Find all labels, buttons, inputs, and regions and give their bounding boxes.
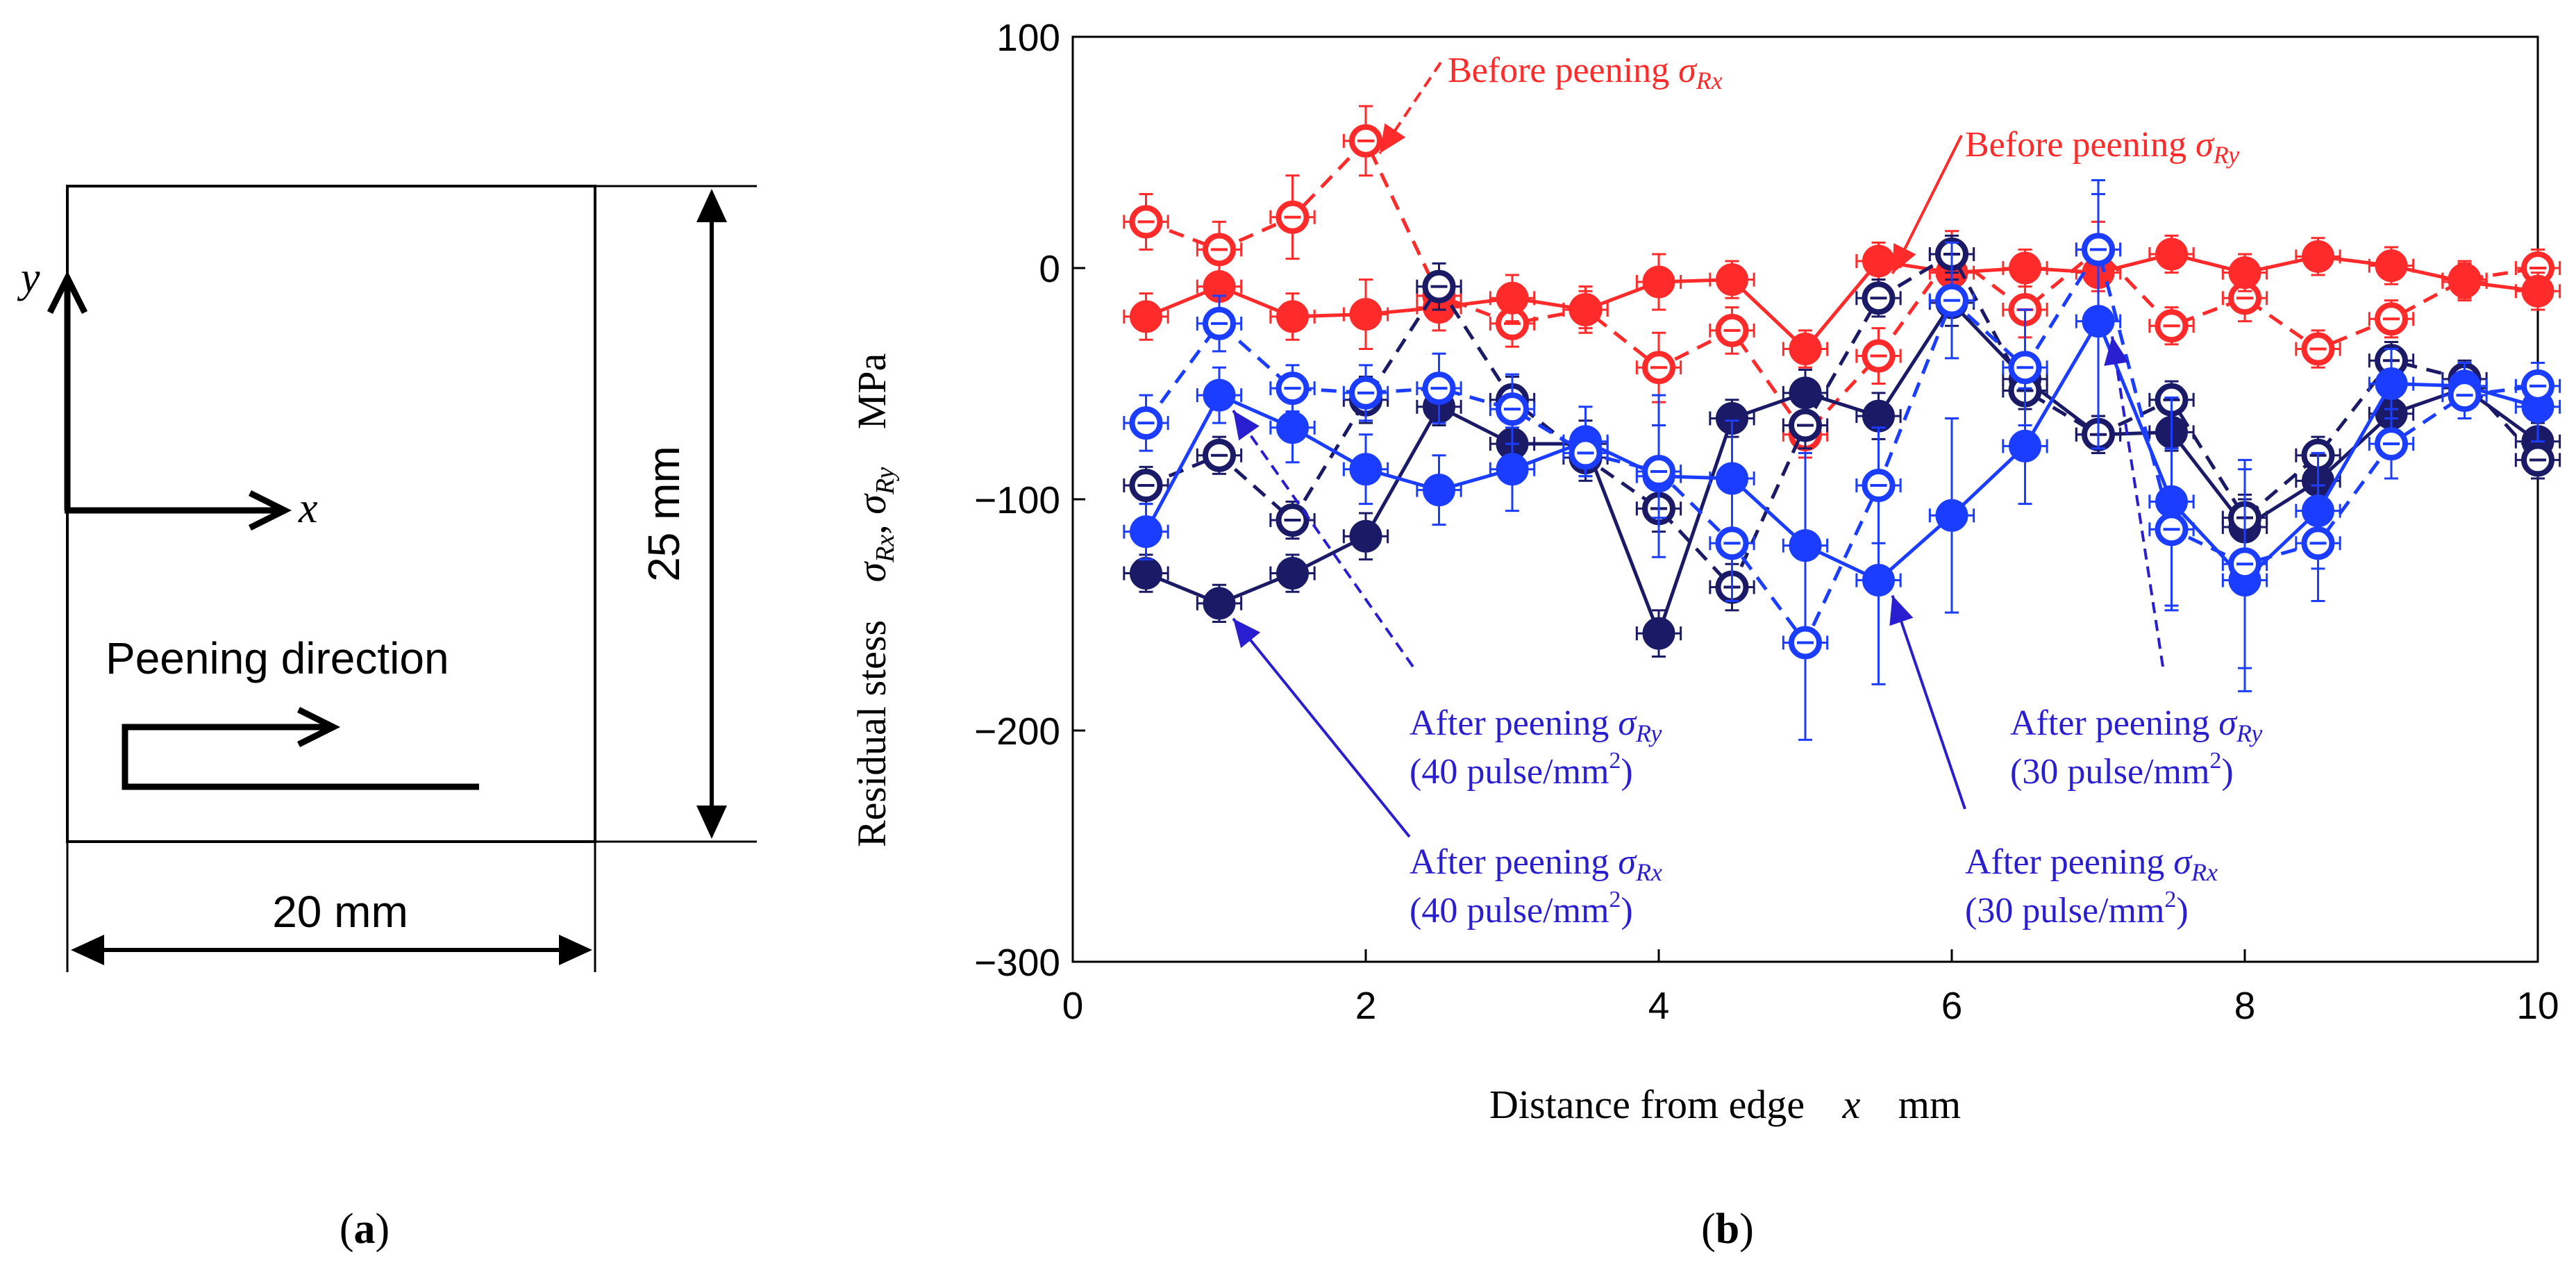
data-point: [1130, 557, 1162, 590]
annotation-arrow-line: [1232, 410, 1414, 668]
annotation-arrow-line: [2111, 336, 2164, 667]
annotation-label: After peening σRx: [1410, 842, 1662, 886]
height-dimension-arrow-bottom: [696, 806, 727, 839]
data-point: [1716, 263, 1748, 297]
data-point: [2521, 274, 2554, 308]
data-point: [1642, 617, 1675, 650]
data-point: [1130, 300, 1162, 333]
data-point: [2009, 429, 2041, 462]
data-point: [1276, 411, 1309, 444]
y-tick-label: 0: [1039, 247, 1060, 290]
annotation-label-line2: (40 pulse/mm2): [1410, 748, 1633, 792]
data-point: [1569, 293, 1602, 326]
annotation-label: Before peening σRy: [1965, 125, 2239, 169]
annotation-after40_ry: After peening σRy(40 pulse/mm2): [1232, 410, 1662, 792]
series-1: [1123, 234, 2561, 369]
y-tick-label: −300: [974, 941, 1060, 984]
annotation-before_rx: Before peening σRx: [1378, 51, 1723, 154]
x-tick-label: 2: [1355, 984, 1377, 1027]
width-label: 20 mm: [272, 887, 408, 937]
data-point: [1349, 298, 1382, 331]
panel-b-label: (b): [1701, 1206, 1754, 1253]
data-point: [1642, 265, 1675, 299]
y-axis-arrowhead: [47, 270, 88, 315]
y-tick-label: −200: [974, 710, 1060, 753]
annotation-arrowhead: [1892, 243, 1916, 274]
annotation-label: After peening σRx: [1965, 842, 2218, 886]
width-dimension-arrow-right: [559, 935, 592, 965]
data-point: [1276, 557, 1309, 590]
series-layer: [1123, 105, 2561, 741]
annotation-arrowhead: [1380, 123, 1406, 153]
axis-ticks: 0 2 4 6 8 10 100 0 −100 −200 −300: [974, 16, 2559, 1027]
x-tick-label: 6: [1941, 984, 1963, 1027]
data-point: [2448, 265, 2481, 299]
data-point: [1349, 453, 1382, 486]
annotation-arrowhead: [1889, 595, 1914, 626]
annotation-after30_rx: After peening σRx(30 pulse/mm2): [1889, 594, 2218, 931]
peening-path-arrowhead: [296, 706, 341, 748]
y-tick-label: 100: [996, 16, 1060, 59]
data-point: [2375, 249, 2408, 283]
y-axis-label: y: [17, 254, 40, 301]
data-point: [1423, 474, 1455, 507]
data-point: [2228, 256, 2261, 290]
annotation-label: After peening σRy: [2010, 703, 2262, 747]
data-point: [1203, 378, 1236, 412]
annotation-label-line2: (30 pulse/mm2): [1965, 887, 2189, 931]
data-point: [2009, 251, 2041, 285]
data-point: [1935, 499, 1968, 532]
annotation-label: Before peening σRx: [1448, 51, 1723, 94]
y-tick-label: −100: [974, 478, 1060, 522]
annotation-label-line2: (40 pulse/mm2): [1410, 887, 1633, 931]
annotation-arrow-line: [1232, 617, 1411, 838]
annotation-arrow-line: [1891, 594, 1966, 810]
x-tick-label: 8: [2234, 984, 2256, 1027]
specimen-rectangle: [66, 185, 596, 843]
data-point: [1789, 333, 1822, 366]
residual-stress-chart: 0 2 4 6 8 10 100 0 −100 −200 −300 Before peening σ…: [849, 16, 2561, 1127]
data-point: [1862, 564, 1895, 597]
data-point: [2155, 237, 2188, 271]
x-tick-label: 0: [1062, 984, 1084, 1027]
x-axis-label: x: [298, 485, 318, 532]
data-point: [2375, 367, 2408, 400]
x-tick-label: 4: [1648, 984, 1670, 1027]
panel-a-label: (a): [340, 1206, 390, 1253]
panel-a-diagram: y x Peening direction 25 mm 20 mm: [17, 185, 757, 972]
data-point: [1130, 515, 1162, 549]
width-dimension-arrow-left: [71, 935, 104, 965]
x-axis-title: Distance from edge x mm: [1489, 1082, 1961, 1127]
annotation-arrowhead: [2104, 336, 2129, 366]
data-point: [1349, 519, 1382, 553]
data-point: [1276, 300, 1309, 333]
annotation-before_ry: Before peening σRy: [1891, 125, 2239, 274]
peening-direction-label: Peening direction: [106, 633, 449, 683]
x-axis-arrowhead: [248, 490, 292, 531]
height-label: 25 mm: [639, 446, 689, 582]
height-dimension-arrow-top: [696, 189, 727, 222]
annotation-label: After peening σRy: [1410, 703, 1662, 747]
series-4: [1123, 192, 2561, 692]
series-5: [1123, 178, 2561, 741]
data-point: [1496, 281, 1529, 315]
annotation-after40_rx: After peening σRx(40 pulse/mm2): [1232, 617, 1662, 931]
annotation-label-line2: (30 pulse/mm2): [2010, 748, 2234, 792]
annotation-layer: Before peening σRx Before peening σRy Afte…: [1232, 51, 2262, 931]
annotation-after30_ry: After peening σRy(30 pulse/mm2): [2010, 336, 2262, 792]
x-tick-label: 10: [2516, 984, 2559, 1027]
annotation-arrowhead: [1233, 410, 1260, 441]
series-3: [1123, 234, 2561, 612]
data-point: [1862, 244, 1895, 278]
data-point: [1496, 453, 1529, 486]
data-point: [2302, 240, 2334, 273]
data-point: [1203, 587, 1236, 620]
peening-path-arrow: [122, 724, 479, 790]
annotation-arrowhead: [1233, 618, 1261, 649]
y-axis-title: Residual stess σRx, σRy MPa: [849, 353, 903, 847]
